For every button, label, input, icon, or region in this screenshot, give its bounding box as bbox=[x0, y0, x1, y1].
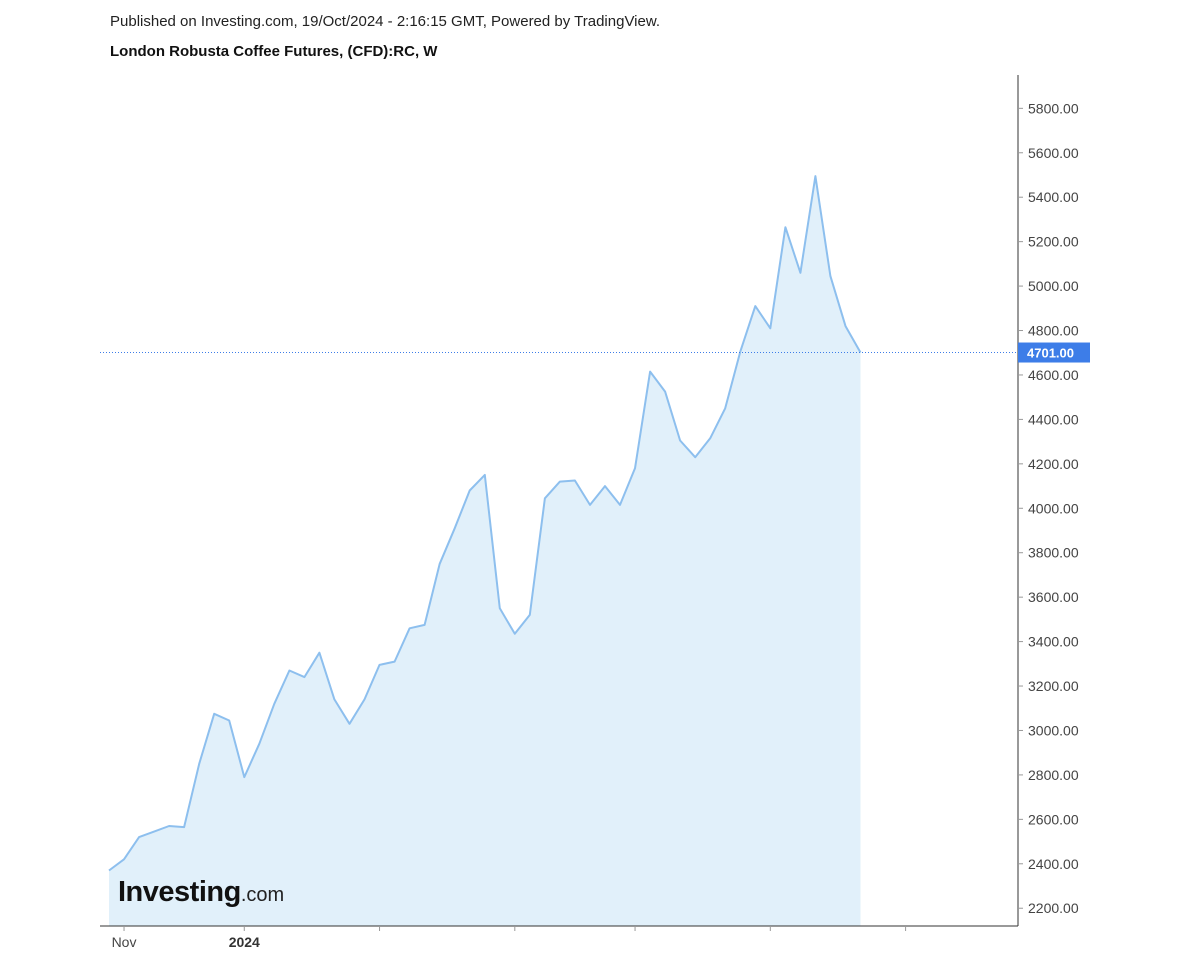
logo-main-text: Investing bbox=[118, 876, 241, 908]
x-axis-ticks: Nov 2024 bbox=[112, 926, 907, 950]
logo-suffix-text: .com bbox=[240, 884, 285, 906]
y-tick-label: 2600.00 bbox=[1028, 811, 1079, 827]
x-tick-label: Nov bbox=[112, 934, 137, 950]
y-tick-label: 3200.00 bbox=[1028, 678, 1079, 694]
published-note: Published on Investing.com, 19/Oct/2024 … bbox=[110, 13, 661, 30]
x-tick-label: 2024 bbox=[229, 934, 260, 950]
y-tick-label: 2800.00 bbox=[1028, 767, 1079, 783]
axes bbox=[100, 75, 1019, 927]
y-tick-label: 4600.00 bbox=[1028, 367, 1079, 383]
last-price-badge-bg bbox=[1018, 342, 1090, 363]
y-tick-label: 5600.00 bbox=[1028, 145, 1079, 161]
y-tick-label: 4000.00 bbox=[1028, 500, 1079, 516]
y-tick-label: 5200.00 bbox=[1028, 234, 1079, 250]
y-axis-ticks: 2200.00 2400.00 2600.00 2800.00 3000.00 3200.… bbox=[1018, 100, 1079, 916]
price-line bbox=[108, 175, 862, 872]
y-tick-label: 4200.00 bbox=[1028, 456, 1079, 472]
y-tick-label: 4400.00 bbox=[1028, 411, 1079, 427]
y-tick-label: 5800.00 bbox=[1028, 100, 1079, 116]
y-tick-label: 2200.00 bbox=[1028, 900, 1079, 916]
price-area-fill bbox=[109, 176, 861, 927]
y-tick-label: 5400.00 bbox=[1028, 189, 1079, 205]
y-tick-label: 3800.00 bbox=[1028, 545, 1079, 561]
y-tick-label: 3600.00 bbox=[1028, 589, 1079, 605]
y-tick-label: 5000.00 bbox=[1028, 278, 1079, 294]
y-tick-label: 3400.00 bbox=[1028, 634, 1079, 650]
investing-logo: Investing.com bbox=[118, 876, 284, 909]
chart-title: London Robusta Coffee Futures, (CFD):RC,… bbox=[110, 43, 438, 60]
y-tick-label: 3000.00 bbox=[1028, 722, 1079, 738]
y-tick-label: 4800.00 bbox=[1028, 323, 1079, 339]
last-price-badge: 4701.00 bbox=[1018, 342, 1090, 363]
last-price-label: 4701.00 bbox=[1027, 346, 1074, 361]
y-tick-label: 2400.00 bbox=[1028, 856, 1079, 872]
